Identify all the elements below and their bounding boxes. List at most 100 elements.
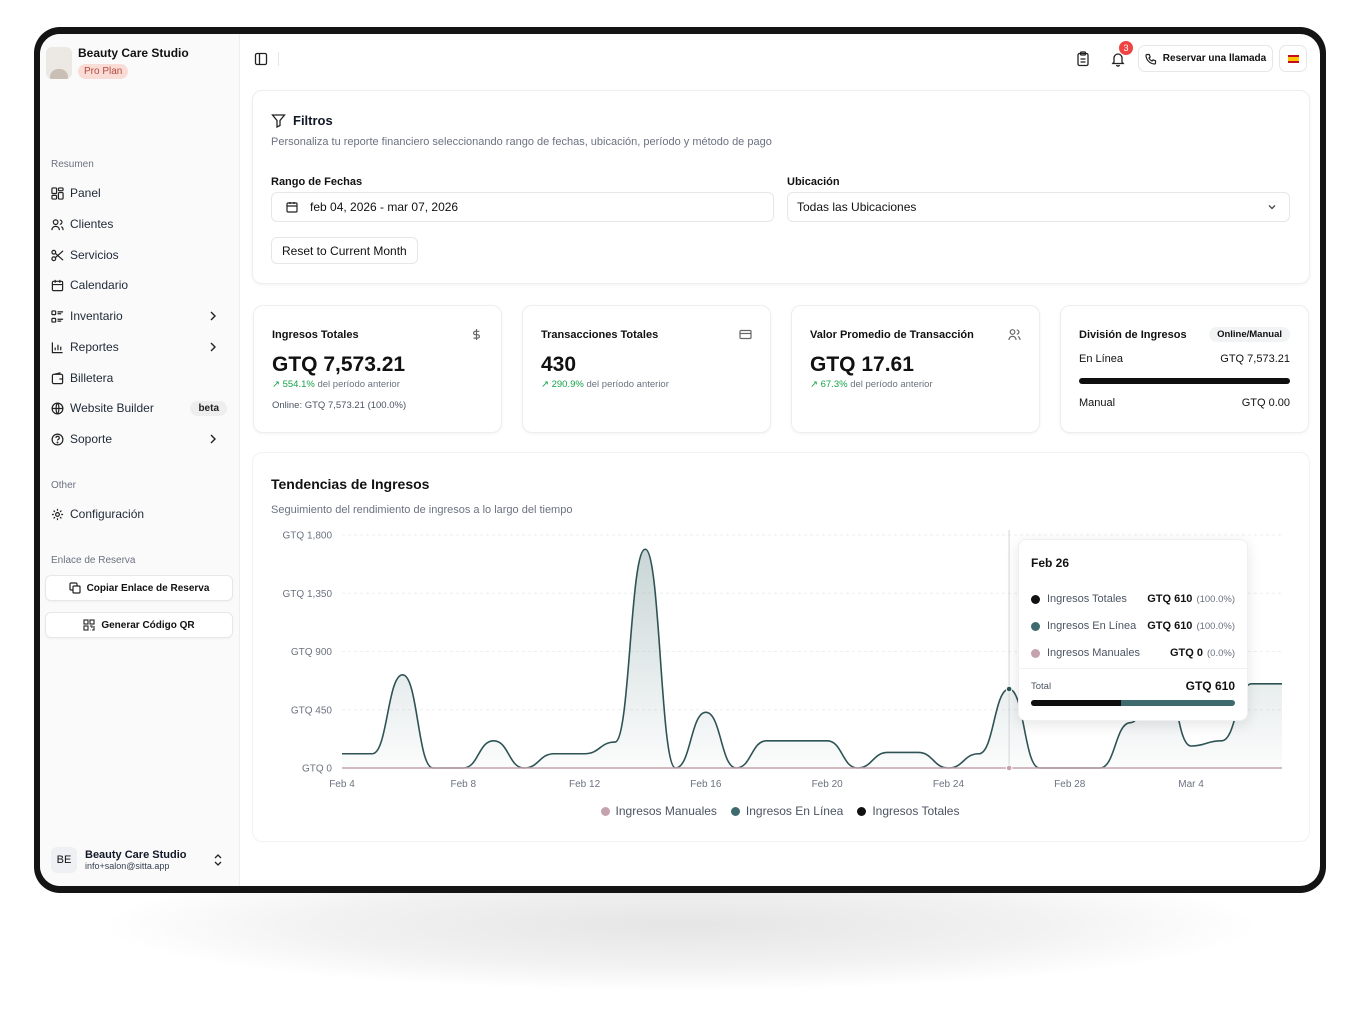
stat-card-revenue-split: División de Ingresos Online/Manual En Lí… — [1060, 305, 1309, 433]
sidebar-item-configuracion[interactable]: Configuración — [51, 503, 231, 525]
sidebar-item-website-builder[interactable]: Website Builder beta — [51, 397, 231, 419]
tooltip-divider — [1019, 668, 1247, 669]
sidebar-item-billetera[interactable]: Billetera — [51, 367, 231, 389]
sidebar: Beauty Care Studio Pro Plan Resumen Pane… — [40, 34, 240, 886]
sidebar-item-clientes[interactable]: Clientes — [51, 213, 231, 235]
stat-title: Valor Promedio de Transacción — [810, 329, 974, 341]
sidebar-item-label: Soporte — [70, 432, 113, 446]
credit-card-icon — [739, 329, 752, 340]
online-manual-badge: Online/Manual — [1209, 327, 1290, 342]
language-selector[interactable] — [1279, 45, 1307, 72]
stat-value: 430 — [541, 353, 577, 376]
book-call-button[interactable]: Reservar una llamada — [1138, 45, 1273, 72]
section-label-summary: Resumen — [51, 159, 94, 170]
date-range-picker[interactable]: feb 04, 2026 - mar 07, 2026 — [271, 192, 774, 222]
sidebar-item-reportes[interactable]: Reportes — [51, 336, 231, 358]
date-range-label: Rango de Fechas — [271, 176, 363, 188]
sidebar-item-soporte[interactable]: Soporte — [51, 428, 231, 450]
chart-title: Tendencias de Ingresos — [271, 476, 430, 492]
chart-subtitle: Seguimiento del rendimiento de ingresos … — [271, 504, 573, 516]
sidebar-item-panel[interactable]: Panel — [51, 182, 231, 204]
sidebar-item-label: Calendario — [70, 278, 129, 292]
sidebar-item-label: Configuración — [70, 507, 145, 521]
tooltip-total-label: Total — [1031, 681, 1052, 692]
filters-card: Filtros Personaliza tu reporte financier… — [252, 90, 1310, 284]
device-frame: Beauty Care Studio Pro Plan Resumen Pane… — [34, 27, 1326, 893]
qr-code-icon — [83, 619, 95, 631]
user-email: info+salon@sitta.app — [85, 861, 170, 871]
sidebar-item-inventario[interactable]: Inventario — [51, 305, 231, 327]
bell-icon[interactable] — [1110, 51, 1126, 67]
list-icon — [51, 309, 64, 323]
tooltip-split-bar — [1031, 700, 1235, 706]
sidebar-item-label: Inventario — [70, 309, 123, 323]
copy-booking-link-button[interactable]: Copiar Enlace de Reserva — [45, 575, 233, 601]
copy-icon — [68, 582, 81, 594]
legend-item-online[interactable]: Ingresos En Línea — [730, 804, 843, 818]
chevron-right-icon — [210, 434, 216, 444]
wallet-icon — [51, 371, 64, 384]
legend-dot — [1031, 648, 1040, 658]
stat-value: GTQ 7,573.21 — [272, 353, 406, 376]
chevron-right-icon — [210, 342, 216, 352]
split-online-row: En Línea GTQ 7,573.21 — [1079, 353, 1290, 365]
phone-icon — [1145, 53, 1156, 65]
tooltip-total-value: GTQ 610 — [1185, 679, 1235, 693]
stat-online-share: Online: GTQ 7,573.21 (100.0%) — [272, 400, 407, 411]
sidebar-item-label: Clientes — [70, 217, 114, 231]
app-screen: Beauty Care Studio Pro Plan Resumen Pane… — [40, 34, 1320, 886]
brand[interactable]: Beauty Care Studio Pro Plan — [46, 46, 189, 79]
stat-change: ↗ 290.9% del período anterior — [541, 379, 669, 390]
split-progress-bar — [1079, 378, 1290, 384]
filters-heading: Filtros — [271, 113, 333, 128]
legend-dot — [730, 806, 740, 816]
stat-change: ↗ 554.1% del período anterior — [272, 379, 400, 390]
sidebar-item-label: Billetera — [70, 371, 114, 385]
brand-logo — [46, 46, 72, 79]
users-icon — [51, 218, 64, 230]
legend-dot — [1031, 594, 1040, 604]
stat-value: GTQ 17.61 — [810, 353, 914, 376]
tooltip-split-fill — [1031, 700, 1121, 706]
legend-item-manual[interactable]: Ingresos Manuales — [600, 804, 717, 818]
location-select[interactable]: Todas las Ubicaciones — [787, 192, 1290, 222]
clipboard-icon[interactable] — [1075, 51, 1091, 67]
sidebar-item-calendario[interactable]: Calendario — [51, 274, 231, 296]
section-label-booking: Enlace de Reserva — [51, 555, 136, 566]
bar-chart-icon — [51, 341, 63, 353]
calendar-icon — [51, 279, 64, 291]
generate-qr-button[interactable]: Generar Código QR — [45, 612, 233, 638]
globe-icon — [51, 402, 64, 414]
reset-month-button[interactable]: Reset to Current Month — [271, 237, 418, 264]
beta-badge: beta — [190, 400, 227, 416]
sidebar-toggle-button[interactable] — [254, 52, 268, 71]
sidebar-item-label: Website Builder — [70, 401, 154, 415]
chevrons-up-down-icon — [214, 854, 222, 866]
legend-dot — [600, 806, 610, 816]
sidebar-item-label: Panel — [70, 186, 101, 200]
dollar-icon — [473, 329, 480, 340]
sidebar-item-servicios[interactable]: Servicios — [51, 244, 231, 266]
stat-title: Ingresos Totales — [272, 329, 359, 341]
filter-icon — [271, 114, 286, 128]
tooltip-row-manual: Ingresos Manuales GTQ 0 (0.0%) — [1031, 645, 1235, 661]
sidebar-item-label: Reportes — [70, 340, 119, 354]
section-label-other: Other — [51, 480, 77, 491]
main-content: 3 Reservar una llamada Filtros Personali… — [240, 34, 1320, 886]
tooltip-row-online: Ingresos En Línea GTQ 610 (100.0%) — [1031, 618, 1235, 634]
user-name: Beauty Care Studio — [85, 849, 187, 861]
filters-description: Personaliza tu reporte financiero selecc… — [271, 136, 772, 148]
legend-item-total[interactable]: Ingresos Totales — [857, 804, 959, 818]
notification-count-badge: 3 — [1119, 41, 1133, 55]
sidebar-item-label: Servicios — [70, 248, 119, 262]
plan-badge: Pro Plan — [78, 64, 129, 79]
user-menu[interactable]: BE Beauty Care Studio info+salon@sitta.a… — [51, 844, 231, 876]
layout-grid-icon — [51, 186, 64, 200]
stat-change: ↗ 67.3% del período anterior — [810, 379, 933, 390]
chart-tooltip: Feb 26 Ingresos Totales GTQ 610 (100.0%)… — [1018, 539, 1248, 721]
stat-title: División de Ingresos — [1079, 329, 1187, 341]
scissors-icon — [51, 249, 64, 261]
legend-dot — [1031, 621, 1040, 631]
stat-card-total-transactions: Transacciones Totales 430 ↗ 290.9% del p… — [522, 305, 771, 433]
panel-left-icon — [254, 52, 268, 66]
